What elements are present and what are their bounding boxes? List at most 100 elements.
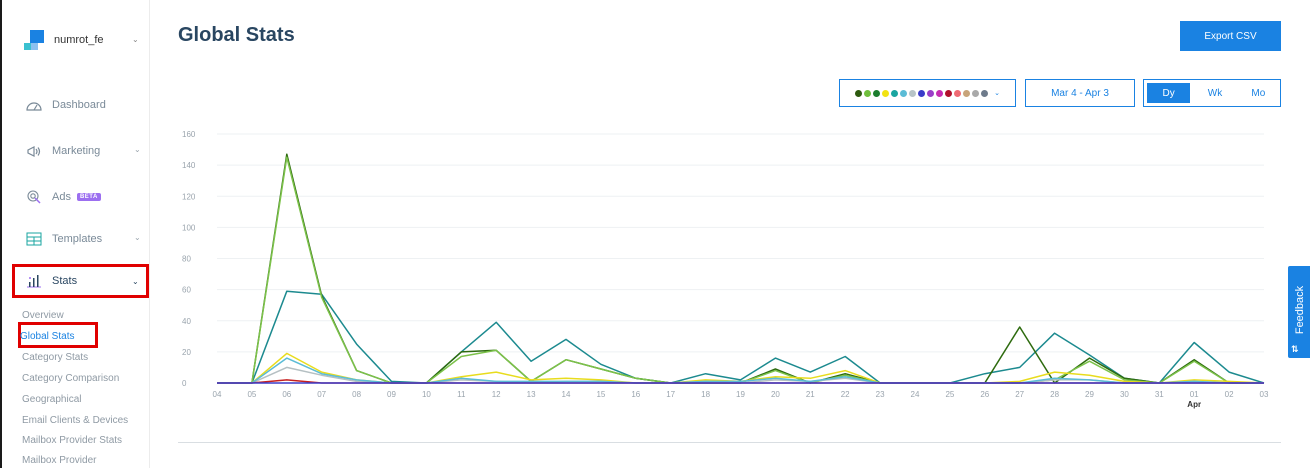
y-tick-label: 160 xyxy=(182,130,196,139)
series-swatch-dot xyxy=(900,90,908,97)
x-tick-label: 24 xyxy=(911,390,920,399)
series-swatch-dot xyxy=(909,90,917,97)
series-line xyxy=(217,153,1264,384)
series-swatch-dot xyxy=(891,90,899,97)
account-switcher[interactable]: numrot_fe xyxy=(24,30,104,50)
sidebar-item-label: Templates xyxy=(52,233,103,245)
x-tick-label: 07 xyxy=(317,390,326,399)
x-tick-label: 11 xyxy=(457,390,466,399)
x-tick-label: 06 xyxy=(282,390,291,399)
series-swatch-dot xyxy=(882,90,890,97)
x-tick-label: 17 xyxy=(666,390,675,399)
y-tick-label: 40 xyxy=(182,317,191,326)
y-tick-label: 140 xyxy=(182,161,196,170)
series-swatch-dot xyxy=(936,90,944,97)
sidebar-item-label: Marketing xyxy=(52,145,101,157)
chevron-down-icon[interactable]: ⌄ xyxy=(134,233,141,242)
megaphone-icon xyxy=(24,144,44,158)
x-tick-label: 15 xyxy=(596,390,605,399)
x-tick-label: 03 xyxy=(1260,390,1269,399)
sidebar-subitem-mailbox-provider[interactable]: Mailbox Provider xyxy=(22,455,97,466)
x-tick-sublabel: Apr xyxy=(1187,400,1201,409)
y-tick-label: 0 xyxy=(182,379,187,388)
x-tick-label: 31 xyxy=(1155,390,1164,399)
y-tick-label: 60 xyxy=(182,286,191,295)
x-tick-label: 21 xyxy=(806,390,815,399)
granularity-month-button[interactable]: Mo xyxy=(1251,87,1266,99)
sidebar-subitem-category-stats[interactable]: Category Stats xyxy=(22,352,89,363)
series-line xyxy=(217,156,1264,384)
chevron-down-icon[interactable]: ⌄ xyxy=(134,145,141,154)
granularity-day-button[interactable]: Dy xyxy=(1147,83,1191,103)
x-tick-label: 12 xyxy=(492,390,501,399)
export-csv-button[interactable]: Export CSV xyxy=(1180,21,1281,51)
sidebar-item-stats[interactable]: Stats xyxy=(24,274,77,288)
granularity-toggle: Dy Wk Mo xyxy=(1143,79,1281,107)
sidebar-subitem-geographical[interactable]: Geographical xyxy=(22,394,82,405)
series-color-picker[interactable]: ⌄ xyxy=(839,79,1016,107)
series-swatch-dot xyxy=(873,90,881,97)
series-swatch-dot xyxy=(945,90,953,97)
y-tick-label: 20 xyxy=(182,348,191,357)
granularity-week-button[interactable]: Wk xyxy=(1207,87,1223,99)
x-tick-label: 04 xyxy=(213,390,222,399)
x-tick-label: 05 xyxy=(247,390,256,399)
chevron-down-icon: ⌄ xyxy=(994,90,1000,97)
x-tick-label: 29 xyxy=(1085,390,1094,399)
x-tick-label: 27 xyxy=(1015,390,1024,399)
highlight-box xyxy=(12,264,149,298)
x-tick-label: 18 xyxy=(701,390,710,399)
x-tick-label: 28 xyxy=(1050,390,1059,399)
sidebar: numrot_fe ⌄ Dashboard Marketing ⌄ Ads BE… xyxy=(2,0,150,468)
chevron-down-icon[interactable]: ⌄ xyxy=(132,35,139,44)
y-tick-label: 80 xyxy=(182,255,191,264)
x-tick-label: 19 xyxy=(736,390,745,399)
highlight-box xyxy=(18,322,98,348)
date-range-picker[interactable]: Mar 4 - Apr 3 xyxy=(1025,79,1135,107)
sidebar-subitem-global-stats[interactable]: Global Stats xyxy=(20,331,75,342)
series-swatch-dot xyxy=(954,90,962,97)
x-tick-label: 14 xyxy=(562,390,571,399)
x-tick-label: 09 xyxy=(387,390,396,399)
x-tick-label: 30 xyxy=(1120,390,1129,399)
x-tick-label: 20 xyxy=(771,390,780,399)
series-swatch-dot xyxy=(855,90,863,97)
x-tick-label: 01 xyxy=(1190,390,1199,399)
sidebar-item-templates[interactable]: Templates xyxy=(24,232,102,246)
feedback-tab[interactable]: Feedback ⇅ xyxy=(1288,266,1310,358)
x-tick-label: 23 xyxy=(876,390,885,399)
sidebar-subitem-email-clients[interactable]: Email Clients & Devices xyxy=(22,415,129,426)
sidebar-item-label: Ads xyxy=(52,191,71,203)
x-tick-label: 08 xyxy=(352,390,361,399)
feedback-icon: ⇅ xyxy=(1291,344,1299,354)
divider xyxy=(178,442,1281,443)
templates-icon xyxy=(24,232,44,246)
sidebar-item-dashboard[interactable]: Dashboard xyxy=(24,98,106,112)
series-swatch-dot xyxy=(864,90,872,97)
x-tick-label: 22 xyxy=(841,390,850,399)
sidebar-item-ads[interactable]: Ads BETA xyxy=(24,190,101,204)
y-tick-label: 100 xyxy=(182,223,196,232)
sidebar-subitem-category-comparison[interactable]: Category Comparison xyxy=(22,373,120,384)
series-swatch-dot xyxy=(963,90,971,97)
x-tick-label: 02 xyxy=(1225,390,1234,399)
account-name: numrot_fe xyxy=(54,34,104,46)
sidebar-item-marketing[interactable]: Marketing xyxy=(24,144,100,158)
series-swatches xyxy=(855,84,990,102)
page-title: Global Stats xyxy=(178,24,295,46)
chevron-down-icon[interactable]: ⌄ xyxy=(132,277,139,286)
x-tick-label: 10 xyxy=(422,390,431,399)
beta-badge: BETA xyxy=(76,193,101,201)
sidebar-subitem-mailbox-provider-stats[interactable]: Mailbox Provider Stats xyxy=(22,435,123,446)
feedback-label: Feedback xyxy=(1294,285,1306,335)
x-tick-label: 13 xyxy=(527,390,536,399)
bar-chart-icon xyxy=(24,274,44,288)
series-line xyxy=(217,290,1265,384)
sidebar-subitem-overview[interactable]: Overview xyxy=(22,310,64,321)
series-swatch-dot xyxy=(981,90,989,97)
x-tick-label: 26 xyxy=(980,390,989,399)
window-edge xyxy=(0,0,2,468)
series-swatch-dot xyxy=(927,90,935,97)
sidebar-item-label: Dashboard xyxy=(52,99,106,111)
